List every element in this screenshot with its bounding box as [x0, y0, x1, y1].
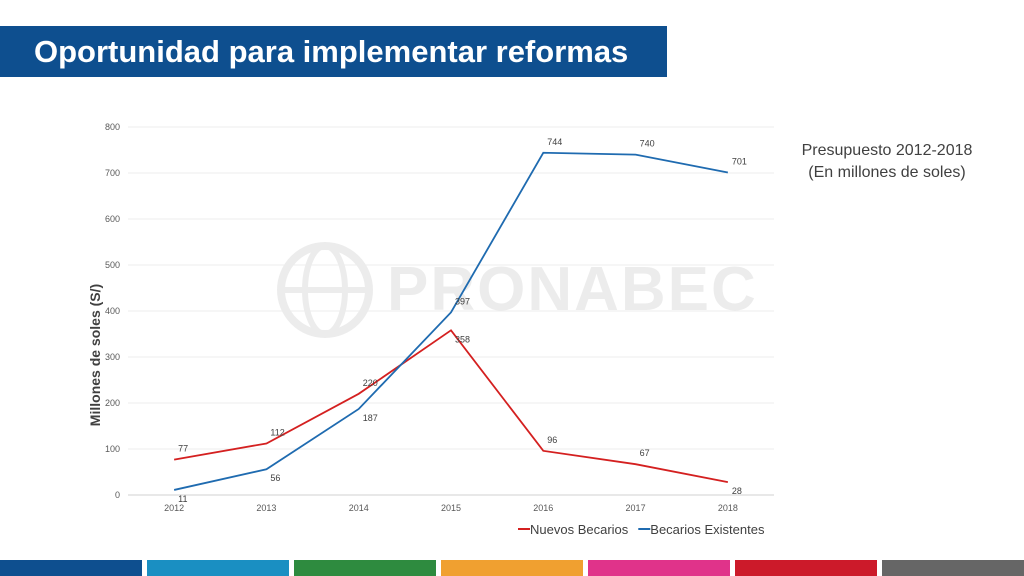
y-tick-label: 400: [105, 306, 120, 316]
data-label: 220: [363, 378, 378, 388]
data-label: 187: [363, 413, 378, 423]
color-stripe: [147, 560, 289, 576]
note-subtitle: (En millones de soles): [808, 164, 966, 181]
y-tick-label: 0: [115, 490, 120, 500]
x-tick-label: 2017: [626, 503, 646, 513]
x-axis-ticks: 2012 2013 2014 2015 2016 2017 2018: [164, 503, 738, 513]
color-stripe: [294, 560, 436, 576]
y-tick-label: 600: [105, 214, 120, 224]
data-label: 96: [547, 435, 557, 445]
x-tick-label: 2014: [349, 503, 369, 513]
y-tick-label: 100: [105, 444, 120, 454]
data-label: 28: [732, 486, 742, 496]
x-tick-label: 2012: [164, 503, 184, 513]
x-tick-label: 2016: [533, 503, 553, 513]
chart-legend: Nuevos Becarios Becarios Existentes: [518, 522, 765, 537]
y-tick-label: 300: [105, 352, 120, 362]
y-axis-label: Millones de soles (S/): [87, 284, 103, 426]
series-line: [173, 329, 729, 484]
data-label: 77: [178, 444, 188, 454]
legend-label: Nuevos Becarios: [530, 522, 629, 537]
title-bar: Oportunidad para implementar reformas: [0, 26, 667, 77]
bottom-color-stripes: [0, 560, 1024, 576]
note-title: Presupuesto 2012-2018: [801, 142, 973, 159]
data-label: 67: [640, 448, 650, 458]
budget-note: Presupuesto 2012-2018 (En millones de so…: [792, 140, 982, 184]
data-label: 11: [178, 494, 187, 504]
color-stripe: [0, 560, 142, 576]
y-tick-label: 200: [105, 398, 120, 408]
data-label: 744: [547, 137, 562, 147]
series-line: [173, 151, 729, 491]
y-tick-label: 800: [105, 122, 120, 132]
x-tick-label: 2013: [256, 503, 276, 513]
data-label: 397: [455, 296, 470, 306]
data-label: 358: [455, 334, 470, 344]
x-tick-label: 2015: [441, 503, 461, 513]
color-stripe: [441, 560, 583, 576]
color-stripe: [735, 560, 877, 576]
data-label: 112: [270, 427, 284, 437]
slide-title: Oportunidad para implementar reformas: [34, 33, 629, 69]
x-tick-label: 2018: [718, 503, 738, 513]
y-tick-label: 700: [105, 168, 120, 178]
color-stripe: [882, 560, 1024, 576]
series-lines: [173, 151, 729, 491]
data-label: 701: [732, 157, 747, 167]
data-label: 740: [640, 139, 655, 149]
color-stripe: [588, 560, 730, 576]
data-label: 56: [270, 473, 280, 483]
y-axis-ticks: 0 100 200 300 400 500 600 700 800: [105, 122, 120, 500]
legend-label: Becarios Existentes: [650, 522, 765, 537]
data-labels: 77 112 220 358 96 67 28 11 56 187 397 744 740 701: [178, 137, 747, 504]
y-tick-label: 500: [105, 260, 120, 270]
